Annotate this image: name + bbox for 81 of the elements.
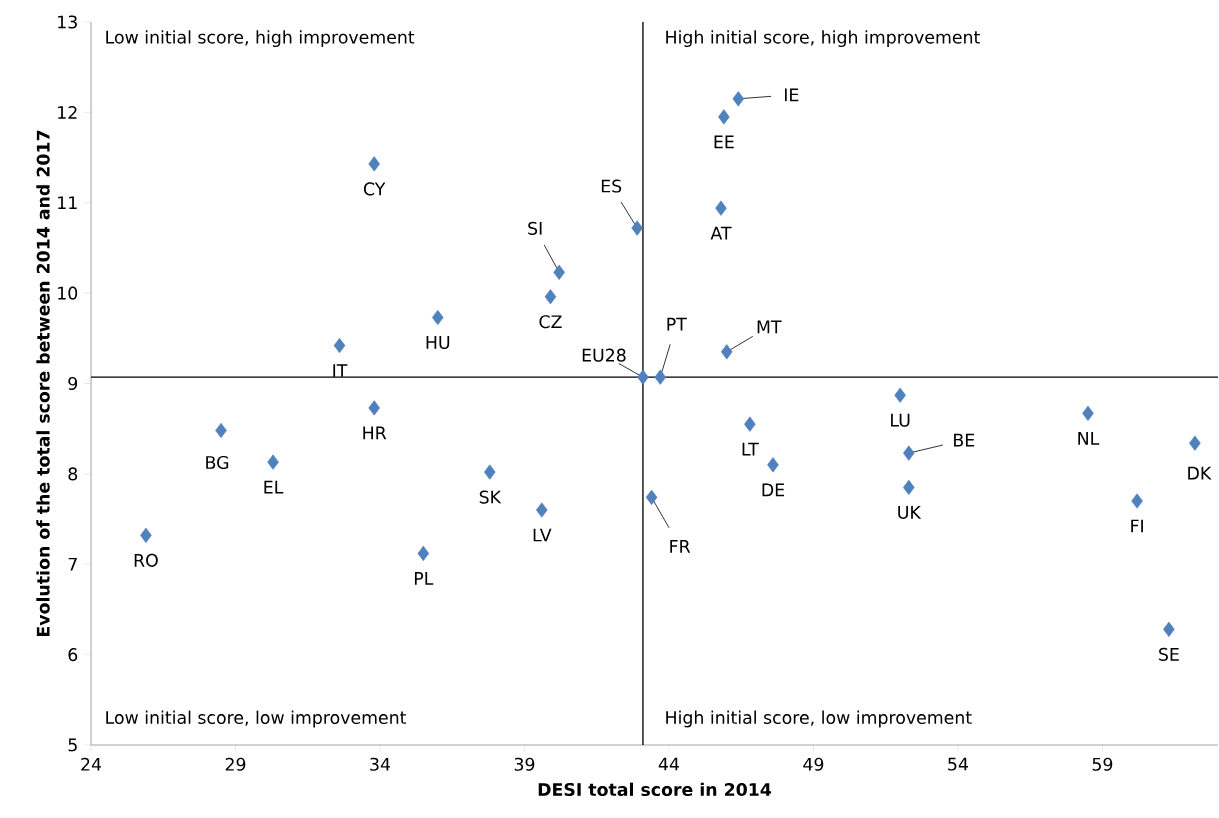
point bbox=[654, 369, 667, 385]
y-tick-label: 9 bbox=[68, 376, 78, 391]
annotation: HU bbox=[426, 336, 450, 349]
annotation: ES bbox=[601, 179, 622, 193]
annotation: FI bbox=[1131, 519, 1143, 533]
x-tick-label: 44 bbox=[658, 757, 680, 771]
x-tick-label: 24 bbox=[81, 757, 102, 771]
annotation: Low initial score, low improvement bbox=[106, 710, 407, 728]
point bbox=[368, 400, 380, 416]
annotation: IE bbox=[784, 88, 799, 102]
point bbox=[718, 109, 730, 125]
x-tick-label: 59 bbox=[1092, 757, 1113, 771]
y-tick-label: 11 bbox=[58, 196, 77, 210]
annotation: SE bbox=[1159, 647, 1179, 661]
point bbox=[720, 344, 733, 360]
y-axis-title: Evolution of the total score between 2014 and 2017 bbox=[36, 130, 50, 636]
annotation: CY bbox=[363, 182, 386, 196]
annotation: EE bbox=[714, 135, 734, 149]
annotation: PT bbox=[667, 317, 687, 331]
point bbox=[215, 422, 227, 439]
annotation: DK bbox=[1188, 466, 1212, 480]
point bbox=[333, 337, 346, 354]
x-tick-label: 29 bbox=[225, 757, 246, 771]
x-tick-label: 49 bbox=[803, 757, 824, 771]
annotation: FR bbox=[670, 540, 691, 553]
annotation: IT bbox=[333, 364, 348, 377]
point bbox=[1082, 405, 1094, 421]
point bbox=[645, 489, 658, 505]
annotation: LU bbox=[891, 413, 910, 427]
point bbox=[484, 464, 496, 480]
x-tick-label: 54 bbox=[948, 757, 968, 771]
point bbox=[536, 502, 548, 518]
point bbox=[553, 264, 565, 280]
point bbox=[715, 200, 727, 216]
annotation: HR bbox=[363, 426, 387, 440]
x-tick-label: 39 bbox=[514, 757, 535, 771]
annotation: BE bbox=[954, 433, 975, 447]
point bbox=[544, 289, 557, 305]
annotation: SI bbox=[528, 221, 542, 235]
annotation: RO bbox=[134, 553, 158, 567]
y-tick-label: 7 bbox=[68, 557, 77, 571]
point bbox=[903, 479, 915, 496]
point bbox=[368, 156, 380, 172]
annotation: LV bbox=[533, 528, 552, 542]
annotation: LT bbox=[742, 442, 759, 456]
point bbox=[732, 91, 745, 107]
point bbox=[432, 309, 444, 326]
point bbox=[637, 369, 649, 385]
point bbox=[894, 387, 906, 403]
annotation: CZ bbox=[539, 315, 562, 329]
point bbox=[1163, 621, 1175, 637]
annotation: BG bbox=[206, 455, 229, 470]
point bbox=[767, 457, 779, 473]
point bbox=[744, 416, 756, 432]
y-tick-label: 8 bbox=[68, 467, 78, 481]
y-tick-label: 12 bbox=[58, 105, 77, 119]
point bbox=[631, 220, 643, 236]
y-tick-label: 10 bbox=[58, 286, 78, 300]
annotation: UK bbox=[898, 505, 922, 519]
annotation: High initial score, high improvement bbox=[666, 30, 980, 48]
point bbox=[1131, 493, 1143, 509]
x-axis-title: DESI total score in 2014 bbox=[538, 782, 772, 797]
point bbox=[417, 545, 430, 562]
x-tick-label: 34 bbox=[370, 757, 391, 771]
annotation: DE bbox=[762, 483, 785, 497]
annotation: PL bbox=[414, 572, 434, 585]
annotation: EU28 bbox=[582, 348, 626, 362]
annotation: MT bbox=[757, 320, 782, 334]
annotation: AT bbox=[710, 226, 732, 240]
y-tick-label: 5 bbox=[68, 738, 77, 752]
annotation: NL bbox=[1078, 432, 1100, 445]
point bbox=[267, 454, 279, 470]
y-tick-label: 13 bbox=[58, 15, 77, 29]
annotation: EL bbox=[264, 480, 284, 494]
annotation: Low initial score, high improvement bbox=[106, 30, 415, 48]
y-tick-label: 6 bbox=[68, 648, 78, 662]
point bbox=[1189, 435, 1201, 451]
annotation: High initial score, low improvement bbox=[666, 710, 972, 728]
point bbox=[140, 527, 152, 543]
annotation: SK bbox=[479, 490, 502, 504]
point bbox=[903, 445, 915, 461]
